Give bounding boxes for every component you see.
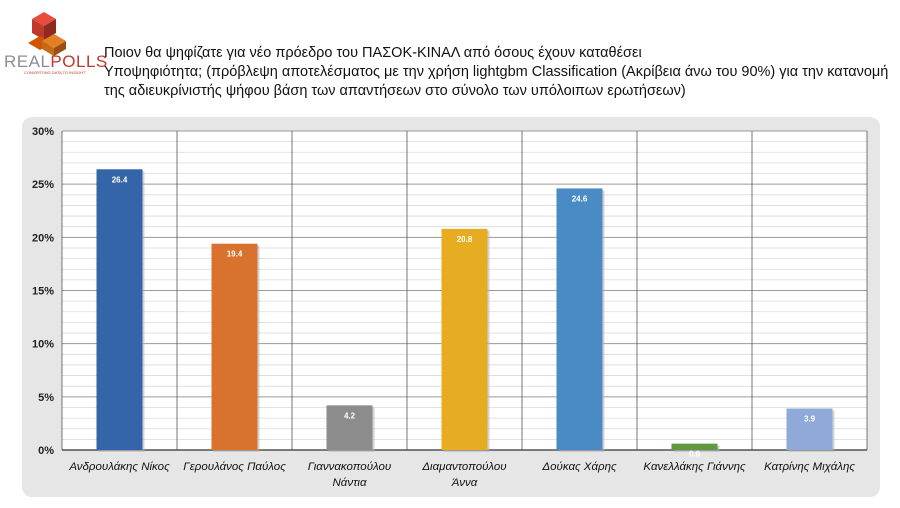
title-lead: Υποψηφιότητα;	[104, 64, 203, 80]
bar	[326, 405, 373, 450]
x-tick-label: Κατρίνης Μιχάλης	[764, 461, 855, 473]
y-tick-label: 20%	[32, 232, 54, 244]
bar	[96, 169, 143, 450]
x-tick-label: Κανελλάκης Γιάννης	[643, 461, 746, 473]
title-note: (πρόβλεψη αποτελέσματος με την χρήση lig…	[104, 64, 889, 99]
x-tick-label: Γιαννακοπούλου	[308, 461, 392, 473]
y-tick-label: 0%	[38, 445, 54, 457]
data-label: 3.9	[804, 415, 816, 424]
x-tick-label: Γερουλάνος Παύλος	[183, 461, 286, 473]
bar	[441, 228, 488, 450]
x-tick-label: Νάντια	[332, 477, 366, 489]
chart-panel: 0% 5% 10% 15% 20% 25% 30% 26.4 Ανδρουλάκης Νίκος…	[22, 117, 880, 497]
title-line-1: Ποιον θα ψηφίζατε για νέο πρόεδρο του ΠΑ…	[104, 45, 642, 61]
data-label: 20.8	[457, 235, 473, 244]
bar	[556, 188, 603, 451]
x-tick-label: Δούκας Χάρης	[541, 461, 617, 473]
x-tick-label: Διαμαντοπούλου	[421, 461, 506, 473]
title-line-2: Υποψηφιότητα; (πρόβλεψη αποτελέσματος με…	[104, 63, 894, 101]
bar	[211, 243, 258, 450]
y-tick-label: 25%	[32, 179, 54, 191]
x-tick-label: Άννα	[451, 477, 478, 489]
data-label: 24.6	[572, 194, 588, 203]
logo-cube-icon	[28, 12, 66, 56]
data-label: 4.2	[344, 411, 356, 420]
chart-title: Ποιον θα ψηφίζατε για νέο πρόεδρο του ΠΑ…	[104, 44, 894, 101]
logo	[4, 10, 96, 76]
bar	[671, 443, 718, 450]
brand-name: REALPOLLS	[4, 52, 108, 71]
y-tick-label: 30%	[32, 126, 54, 138]
x-tick-label: Ανδρουλάκης Νίκος	[68, 461, 170, 473]
y-tick-label: 10%	[32, 339, 54, 351]
y-tick-label: 15%	[32, 286, 54, 298]
data-label: 19.4	[227, 250, 243, 259]
brand-tagline: CONVERTING DATA TO INSIGHT	[24, 70, 86, 75]
bar-chart: 0% 5% 10% 15% 20% 25% 30% 26.4 Ανδρουλάκης Νίκος…	[32, 126, 868, 489]
y-tick-label: 5%	[38, 392, 54, 404]
data-label: 0.6	[689, 450, 701, 459]
bar	[786, 408, 833, 450]
data-label: 26.4	[112, 175, 128, 184]
